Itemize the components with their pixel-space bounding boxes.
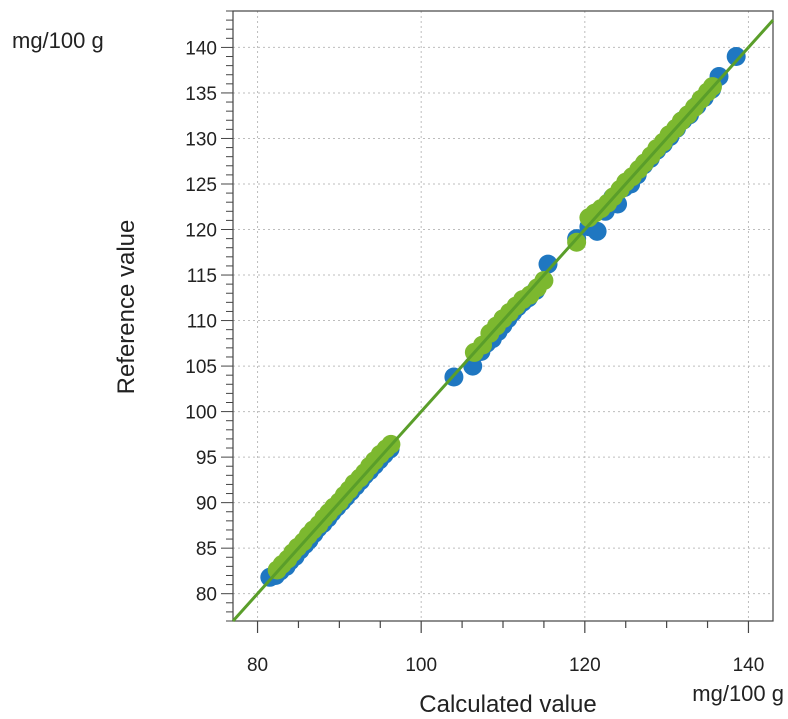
y-tick-label: 90 (196, 494, 217, 515)
y-tick-label: 100 (185, 403, 217, 424)
x-tick-label: 80 (247, 655, 268, 676)
y-tick-label: 110 (187, 312, 217, 333)
data-point-green (534, 270, 554, 290)
grid (233, 11, 773, 621)
data-point-blue (587, 221, 607, 241)
x-tick-label: 140 (733, 655, 765, 676)
data-points (260, 47, 746, 587)
data-point-blue (538, 254, 558, 274)
y-axis-title: Reference value (113, 220, 140, 395)
y-tick-label: 95 (196, 448, 217, 469)
y-tick-label: 105 (185, 357, 217, 378)
x-tick-label: 120 (569, 655, 601, 676)
tick-labels: 80 100 120 140 80 85 90 95 100 105 110 115 120 125 130… (185, 38, 764, 676)
y-tick-label: 80 (196, 585, 217, 606)
y-tick-label: 85 (196, 539, 217, 560)
regression-line (231, 19, 775, 623)
y-tick-label: 115 (187, 266, 217, 287)
y-tick-label: 140 (185, 38, 217, 59)
y-tick-label: 125 (185, 175, 217, 196)
x-axis-title: Calculated value (419, 691, 596, 718)
data-point-green (567, 232, 587, 252)
y-tick-label: 130 (185, 129, 217, 150)
y-unit-label: mg/100 g (12, 28, 104, 53)
x-unit-label: mg/100 g (692, 681, 784, 706)
y-tick-label: 120 (185, 221, 217, 242)
y-tick-label: 135 (185, 84, 217, 105)
axis-ticks (221, 10, 750, 633)
data-point-blue (726, 47, 746, 67)
x-tick-label: 100 (405, 655, 437, 676)
